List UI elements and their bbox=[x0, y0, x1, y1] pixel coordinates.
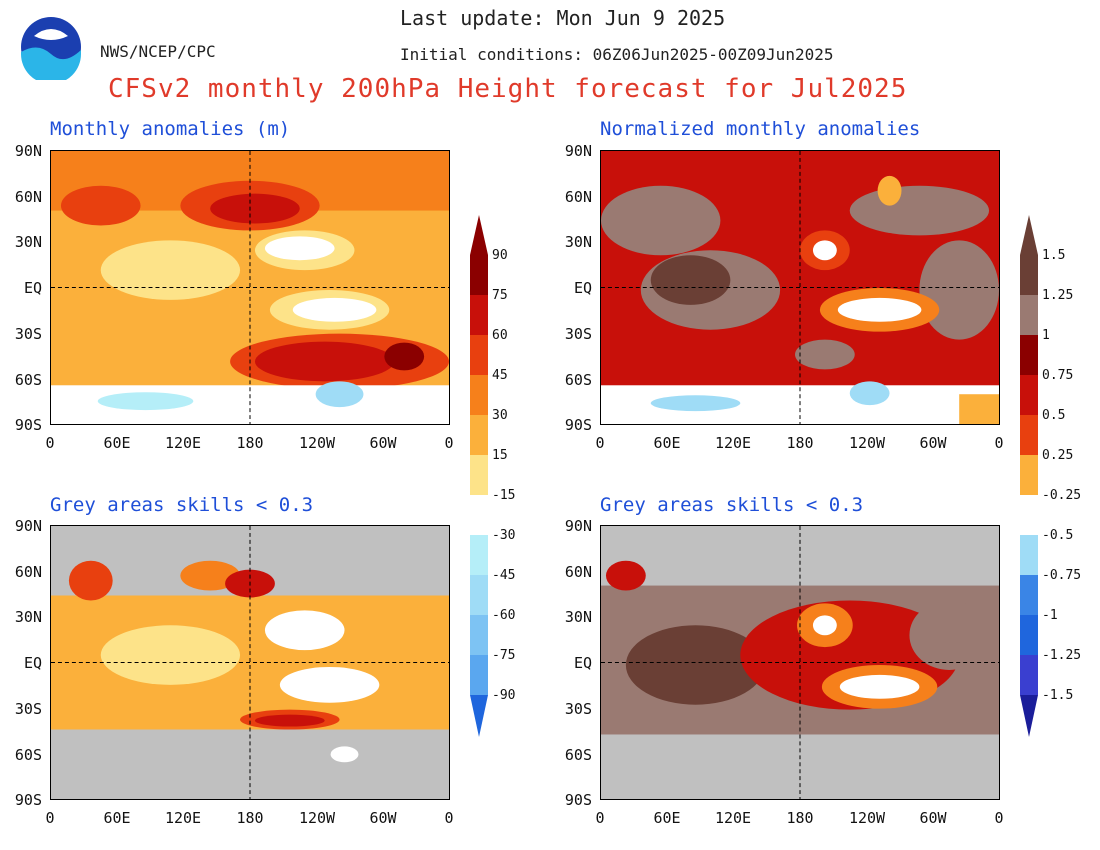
colorbar-raw bbox=[470, 215, 488, 737]
colorbar-norm-label: 0.25 bbox=[1042, 448, 1074, 463]
initial-conditions: Initial conditions: 06Z06Jun2025-00Z09Ju… bbox=[400, 45, 834, 64]
colorbar-raw-label: -75 bbox=[492, 648, 516, 663]
colorbar-raw-label: 90 bbox=[492, 248, 508, 263]
lon-label: 0 bbox=[595, 809, 605, 827]
lat-label: 60N bbox=[564, 188, 592, 206]
lon-label: 0 bbox=[45, 809, 55, 827]
lat-label: 90N bbox=[14, 142, 42, 160]
map-normalized-anomalies bbox=[600, 150, 1000, 425]
colorbar-raw-label: -60 bbox=[492, 608, 516, 623]
lat-label: EQ bbox=[573, 279, 592, 297]
lon-label: 60W bbox=[919, 434, 947, 452]
colorbar-raw-label: -45 bbox=[492, 568, 516, 583]
lat-label: 60S bbox=[14, 371, 42, 389]
colorbar-norm-label: 1 bbox=[1042, 328, 1050, 343]
lat-label: 30S bbox=[564, 700, 592, 718]
lon-label: 0 bbox=[994, 809, 1004, 827]
map-normalized-skill-masked bbox=[600, 525, 1000, 800]
colorbar-norm-label: 1.25 bbox=[1042, 288, 1074, 303]
lon-label: 120E bbox=[164, 434, 202, 452]
panel-title-br: Grey areas skills < 0.3 bbox=[600, 494, 864, 516]
colorbar-raw-label: -90 bbox=[492, 688, 516, 703]
lat-label: 30S bbox=[14, 700, 42, 718]
lon-label: 60E bbox=[653, 809, 681, 827]
lon-label: 60E bbox=[653, 434, 681, 452]
lat-label: 30S bbox=[14, 325, 42, 343]
lon-label: 120E bbox=[714, 434, 752, 452]
lat-label: 30N bbox=[14, 233, 42, 251]
lat-label: 60N bbox=[14, 188, 42, 206]
lat-label: 90S bbox=[14, 791, 42, 809]
colorbar-raw-label: 15 bbox=[492, 448, 508, 463]
colorbar-norm-label: -1.25 bbox=[1042, 648, 1082, 663]
lon-label: 180 bbox=[236, 809, 264, 827]
panel-title-bl: Grey areas skills < 0.3 bbox=[50, 494, 314, 516]
colorbar-raw-label: -30 bbox=[492, 528, 516, 543]
panel-title-tl: Monthly anomalies (m) bbox=[50, 118, 291, 140]
lon-label: 0 bbox=[444, 434, 454, 452]
colorbar-norm-label: -1.5 bbox=[1042, 688, 1074, 703]
lon-label: 60E bbox=[103, 809, 131, 827]
lon-label: 0 bbox=[45, 434, 55, 452]
lat-label: 90S bbox=[564, 791, 592, 809]
lon-label: 0 bbox=[444, 809, 454, 827]
lat-label: 90N bbox=[564, 517, 592, 535]
lon-label: 180 bbox=[786, 434, 814, 452]
colorbar-normalized bbox=[1020, 215, 1038, 737]
lon-label: 60W bbox=[369, 434, 397, 452]
map-monthly-anomalies bbox=[50, 150, 450, 425]
lat-label: 60S bbox=[14, 746, 42, 764]
colorbar-norm-label: -1 bbox=[1042, 608, 1058, 623]
lat-label: 30N bbox=[14, 608, 42, 626]
last-update: Last update: Mon Jun 9 2025 bbox=[400, 6, 726, 30]
lon-label: 120W bbox=[298, 809, 336, 827]
lon-label: 180 bbox=[236, 434, 264, 452]
lon-label: 60E bbox=[103, 434, 131, 452]
lat-label: 90S bbox=[564, 416, 592, 434]
main-title: CFSv2 monthly 200hPa Height forecast for… bbox=[108, 74, 908, 104]
colorbar-raw-label: 45 bbox=[492, 368, 508, 383]
lon-label: 120E bbox=[164, 809, 202, 827]
lon-label: 120E bbox=[714, 809, 752, 827]
lat-label: 60S bbox=[564, 371, 592, 389]
lon-label: 180 bbox=[786, 809, 814, 827]
lat-label: 90N bbox=[14, 517, 42, 535]
map-raw-skill-masked bbox=[50, 525, 450, 800]
lon-label: 120W bbox=[848, 434, 886, 452]
colorbar-raw-label: 75 bbox=[492, 288, 508, 303]
panel-title-tr: Normalized monthly anomalies bbox=[600, 118, 921, 140]
lat-label: 30N bbox=[564, 233, 592, 251]
colorbar-norm-label: -0.75 bbox=[1042, 568, 1082, 583]
colorbar-raw-label: -15 bbox=[492, 488, 516, 503]
noaa-logo bbox=[18, 14, 84, 80]
lon-label: 0 bbox=[595, 434, 605, 452]
lat-label: EQ bbox=[23, 654, 42, 672]
colorbar-raw-label: 60 bbox=[492, 328, 508, 343]
colorbar-norm-label: 0.5 bbox=[1042, 408, 1066, 423]
colorbar-norm-label: -0.5 bbox=[1042, 528, 1074, 543]
lon-label: 60W bbox=[919, 809, 947, 827]
colorbar-norm-label: 0.75 bbox=[1042, 368, 1074, 383]
org-label: NWS/NCEP/CPC bbox=[100, 42, 216, 61]
colorbar-norm-label: 1.5 bbox=[1042, 248, 1066, 263]
lon-label: 0 bbox=[994, 434, 1004, 452]
colorbar-raw-label: 30 bbox=[492, 408, 508, 423]
lon-label: 60W bbox=[369, 809, 397, 827]
lat-label: 60S bbox=[564, 746, 592, 764]
lat-label: 30S bbox=[564, 325, 592, 343]
colorbar-norm-label: -0.25 bbox=[1042, 488, 1082, 503]
lat-label: 60N bbox=[14, 563, 42, 581]
lat-label: EQ bbox=[23, 279, 42, 297]
lat-label: 90S bbox=[14, 416, 42, 434]
lat-label: 60N bbox=[564, 563, 592, 581]
lon-label: 120W bbox=[848, 809, 886, 827]
lat-label: 90N bbox=[564, 142, 592, 160]
lon-label: 120W bbox=[298, 434, 336, 452]
lat-label: EQ bbox=[573, 654, 592, 672]
lat-label: 30N bbox=[564, 608, 592, 626]
